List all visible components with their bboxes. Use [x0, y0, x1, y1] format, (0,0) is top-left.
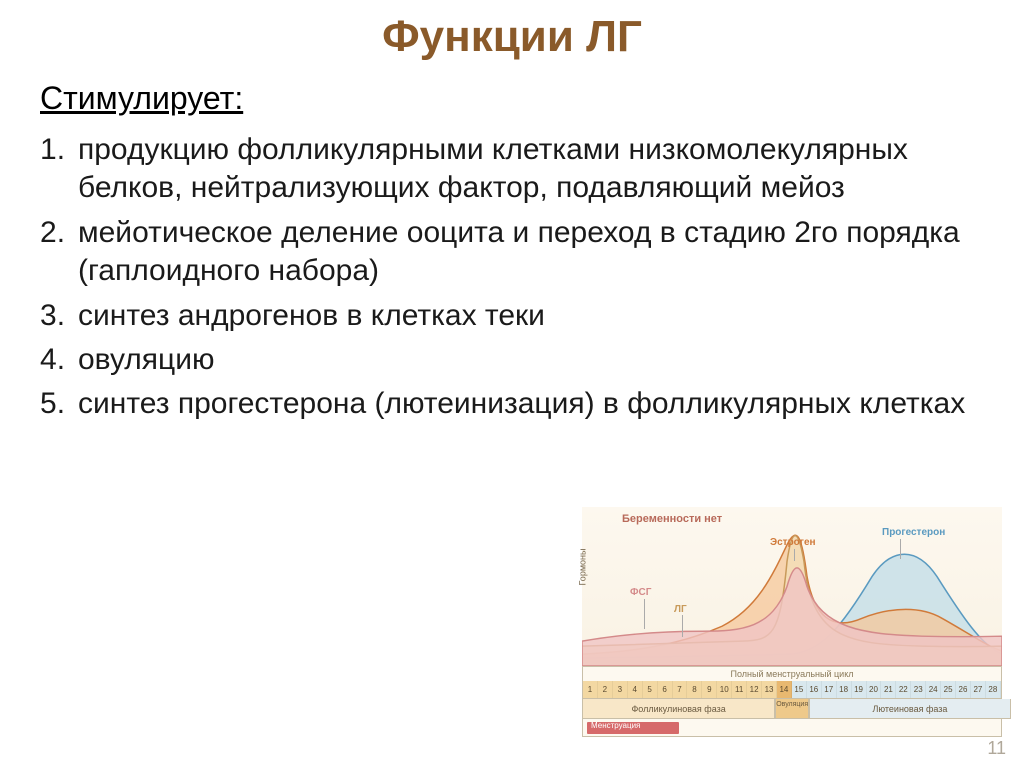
list-item: мейотическое деление ооцита и переход в …: [40, 214, 984, 291]
day-axis: 1234567891011121314151617181920212223242…: [582, 681, 1002, 699]
label-estrogen: Эстроген: [770, 537, 816, 548]
label-lg: ЛГ: [674, 604, 687, 615]
day-cell: 6: [658, 681, 673, 698]
day-cell: 13: [762, 681, 777, 698]
label-fsg: ФСГ: [630, 587, 651, 598]
label-progesterone: Прогестерон: [882, 527, 945, 538]
subtitle: Стимулирует:: [40, 80, 984, 117]
day-cell: 7: [673, 681, 688, 698]
day-cell: 5: [643, 681, 658, 698]
menstruation-bar: Менструация: [582, 719, 1002, 737]
leader-line: [682, 615, 683, 637]
page-number: 11: [987, 738, 1006, 759]
list-item: синтез прогестерона (лютеинизация) в фол…: [40, 385, 984, 423]
day-cell: 14: [777, 681, 792, 698]
menstruation-label: Менструация: [585, 721, 640, 730]
day-cell: 22: [896, 681, 911, 698]
day-cell: 4: [628, 681, 643, 698]
leader-line: [794, 549, 795, 561]
day-cell: 26: [956, 681, 971, 698]
phase-ovulation: Овуляция: [775, 699, 809, 719]
day-cell: 12: [747, 681, 762, 698]
list-item: синтез андрогенов в клетках теки: [40, 297, 984, 335]
day-cell: 15: [792, 681, 807, 698]
day-cell: 19: [852, 681, 867, 698]
day-cell: 25: [941, 681, 956, 698]
day-cell: 24: [926, 681, 941, 698]
phase-follicular: Фолликулиновая фаза: [582, 699, 775, 719]
leader-line: [644, 599, 645, 629]
list-item: овуляцию: [40, 341, 984, 379]
day-cell: 23: [911, 681, 926, 698]
chart-plot-area: Гормоны Беременности нет ФСГ ЛГ Эстроген…: [582, 507, 1002, 667]
day-cell: 16: [807, 681, 822, 698]
day-cell: 17: [822, 681, 837, 698]
day-cell: 28: [986, 681, 1001, 698]
day-cell: 8: [687, 681, 702, 698]
day-cell: 9: [702, 681, 717, 698]
day-cell: 3: [613, 681, 628, 698]
page-title: Функции ЛГ: [40, 12, 984, 62]
phase-bar: Фолликулиновая фаза Овуляция Лютеиновая …: [582, 699, 1002, 719]
day-cell: 1: [583, 681, 598, 698]
function-list: продукцию фолликулярными клетками низком…: [40, 131, 984, 424]
day-cell: 18: [837, 681, 852, 698]
day-cell: 2: [598, 681, 613, 698]
cycle-label: Полный менструальный цикл: [582, 667, 1002, 681]
day-cell: 27: [971, 681, 986, 698]
leader-line: [900, 539, 901, 559]
hormone-cycle-chart: Гормоны Беременности нет ФСГ ЛГ Эстроген…: [582, 507, 1002, 727]
day-cell: 20: [867, 681, 882, 698]
day-cell: 11: [732, 681, 747, 698]
day-cell: 10: [717, 681, 732, 698]
list-item: продукцию фолликулярными клетками низком…: [40, 131, 984, 208]
day-cell: 21: [881, 681, 896, 698]
phase-luteal: Лютеиновая фаза: [809, 699, 1011, 719]
